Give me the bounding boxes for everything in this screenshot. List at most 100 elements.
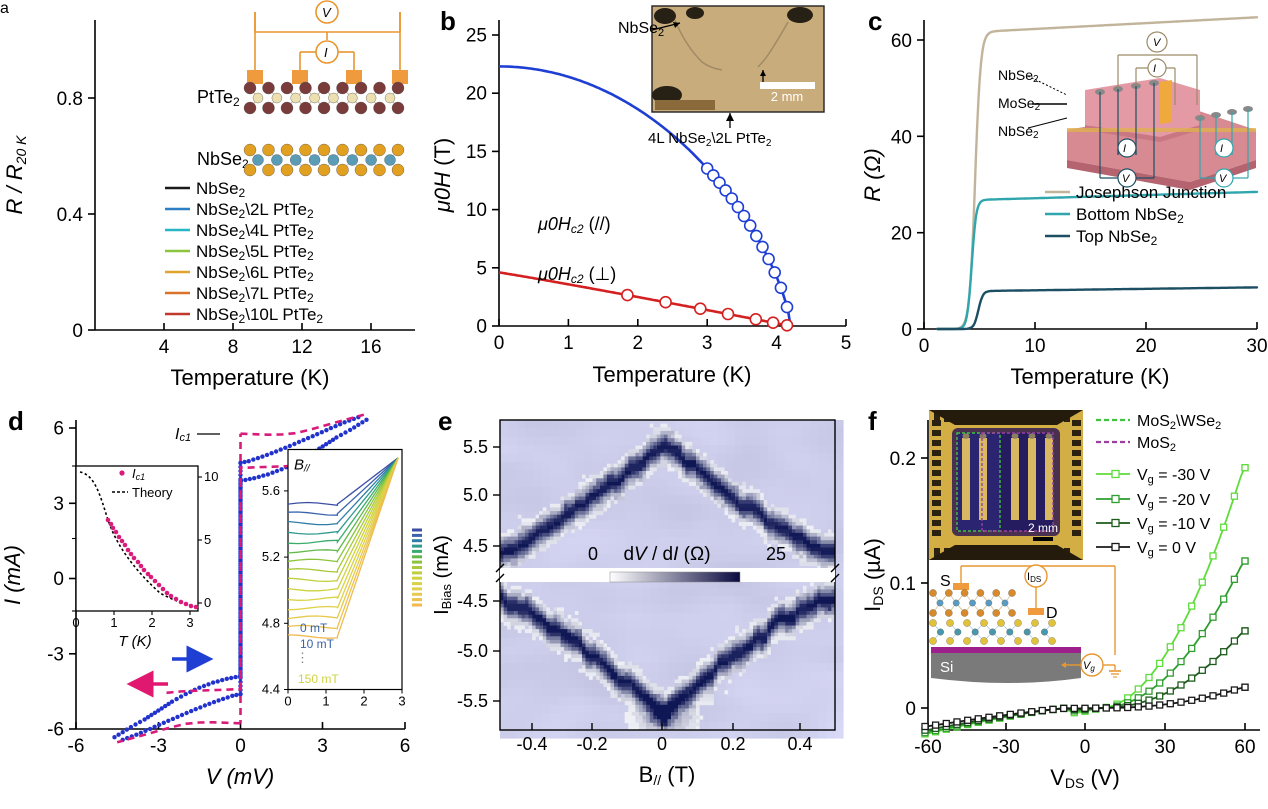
svg-text:5: 5	[204, 532, 211, 547]
svg-text:Si: Si	[940, 659, 953, 676]
svg-text:I: I	[1220, 143, 1223, 155]
svg-text:NbSe2\5L PtTe2: NbSe2\5L PtTe2	[196, 242, 314, 263]
svg-text:4.4: 4.4	[262, 682, 280, 697]
svg-text:e: e	[438, 406, 452, 436]
svg-text:5.5: 5.5	[463, 437, 488, 457]
svg-text:0: 0	[204, 595, 211, 610]
svg-text:NbSe2\7L PtTe2: NbSe2\7L PtTe2	[196, 284, 314, 305]
svg-text:-4.5: -4.5	[457, 591, 488, 611]
svg-text:10: 10	[1024, 336, 1045, 357]
svg-text:12: 12	[291, 337, 312, 358]
svg-text:0: 0	[72, 615, 79, 630]
svg-text:-0.4: -0.4	[516, 734, 547, 754]
svg-text:NbSe2\4L PtTe2: NbSe2\4L PtTe2	[196, 221, 314, 242]
svg-text:3: 3	[186, 615, 193, 630]
svg-text:1: 1	[563, 333, 574, 354]
svg-text:0: 0	[588, 544, 598, 564]
svg-text:I: I	[324, 45, 328, 60]
svg-text:5.6: 5.6	[262, 483, 280, 498]
svg-text:NbSe2: NbSe2	[197, 149, 249, 171]
svg-text:0: 0	[901, 320, 912, 341]
svg-text:NbSe2: NbSe2	[998, 67, 1039, 85]
svg-text:-3: -3	[150, 736, 167, 757]
svg-text:R (Ω): R (Ω)	[860, 148, 885, 201]
svg-text:2: 2	[148, 615, 155, 630]
svg-text:0: 0	[919, 336, 930, 357]
svg-text:PtTe2: PtTe2	[197, 87, 240, 109]
svg-text:16: 16	[360, 337, 381, 358]
svg-text:Josephson Junction: Josephson Junction	[1076, 183, 1226, 202]
svg-text:0.1: 0.1	[890, 574, 916, 595]
svg-text:⋮: ⋮	[296, 650, 309, 665]
svg-text:Top NbSe2: Top NbSe2	[1076, 227, 1158, 248]
svg-text:Vg = -30 V: Vg = -30 V	[1137, 467, 1211, 486]
svg-text:150 mT: 150 mT	[298, 672, 339, 686]
svg-text:Vg = -10 V: Vg = -10 V	[1137, 516, 1211, 535]
svg-text:0: 0	[1080, 737, 1091, 758]
svg-text:μ0H (T): μ0H (T)	[430, 138, 455, 213]
svg-text:NbSe2\2L PtTe2: NbSe2\2L PtTe2	[196, 200, 314, 221]
svg-text:10: 10	[466, 200, 487, 221]
svg-text:V: V	[322, 5, 332, 20]
svg-text:4: 4	[159, 337, 170, 358]
svg-text:S: S	[940, 573, 951, 590]
svg-text:V (mV): V (mV)	[206, 764, 274, 789]
svg-text:0.2: 0.2	[720, 734, 745, 754]
svg-text:4.5: 4.5	[463, 536, 488, 556]
svg-text:Ic1: Ic1	[175, 426, 191, 444]
svg-text:0.2: 0.2	[890, 449, 916, 470]
svg-text:3: 3	[702, 333, 713, 354]
svg-text:0: 0	[284, 694, 291, 709]
svg-text:0: 0	[657, 734, 667, 754]
svg-text:μ0Hc2 (//): μ0Hc2 (//)	[537, 214, 611, 236]
svg-text:25: 25	[766, 544, 786, 564]
svg-text:5: 5	[476, 258, 487, 279]
svg-text:8: 8	[228, 337, 239, 358]
svg-text:0: 0	[53, 569, 64, 590]
svg-text:0: 0	[905, 699, 916, 720]
svg-text:1: 1	[322, 694, 329, 709]
svg-text:4.8: 4.8	[262, 615, 280, 630]
svg-text:4L NbSe2\2L PtTe2: 4L NbSe2\2L PtTe2	[648, 130, 772, 149]
svg-text:0: 0	[494, 333, 505, 354]
svg-text:I: I	[1123, 143, 1126, 155]
svg-text:I (mA): I (mA)	[0, 545, 25, 605]
svg-text:NbSe2\10L PtTe2: NbSe2\10L PtTe2	[196, 305, 323, 326]
svg-text:dV / dI (Ω): dV / dI (Ω)	[623, 544, 710, 565]
svg-text:-0.2: -0.2	[576, 734, 607, 754]
svg-text:Temperature (K): Temperature (K)	[1011, 364, 1170, 389]
svg-text:0: 0	[72, 321, 83, 342]
svg-text:-6: -6	[68, 736, 85, 757]
svg-text:0.4: 0.4	[787, 734, 812, 754]
svg-text:0.4: 0.4	[57, 205, 84, 226]
svg-text:0 mT: 0 mT	[300, 621, 328, 635]
svg-text:30: 30	[1246, 336, 1267, 357]
svg-text:5: 5	[841, 333, 852, 354]
svg-text:2 mm: 2 mm	[771, 89, 804, 104]
svg-text:Vg = 0 V: Vg = 0 V	[1137, 540, 1196, 559]
svg-text:R / R20 K: R / R20 K	[2, 135, 29, 215]
svg-text:6: 6	[53, 419, 64, 440]
svg-text:30: 30	[1154, 737, 1175, 758]
svg-text:-3: -3	[47, 644, 64, 665]
svg-text:MoS2: MoS2	[1137, 435, 1176, 454]
svg-text:-5.5: -5.5	[457, 691, 488, 711]
svg-text:20: 20	[466, 84, 487, 105]
svg-text:Vg = -20 V: Vg = -20 V	[1137, 492, 1211, 511]
svg-text:d: d	[8, 406, 24, 436]
svg-text:25: 25	[466, 26, 487, 47]
svg-text:-5.0: -5.0	[457, 641, 488, 661]
svg-text:60: 60	[891, 31, 912, 52]
svg-text:T (K): T (K)	[118, 633, 151, 650]
svg-text:3: 3	[53, 494, 64, 515]
svg-text:Temperature (K): Temperature (K)	[171, 365, 330, 390]
svg-text:2: 2	[360, 694, 367, 709]
svg-text:I: I	[1153, 63, 1156, 75]
svg-text:2: 2	[633, 333, 644, 354]
svg-text:MoS2\WSe2: MoS2\WSe2	[1137, 413, 1221, 432]
svg-text:10 mT: 10 mT	[300, 637, 335, 651]
svg-text:-60: -60	[914, 737, 941, 758]
svg-text:-6: -6	[47, 720, 64, 741]
svg-text:60: 60	[1234, 737, 1255, 758]
svg-text:15: 15	[466, 142, 487, 163]
